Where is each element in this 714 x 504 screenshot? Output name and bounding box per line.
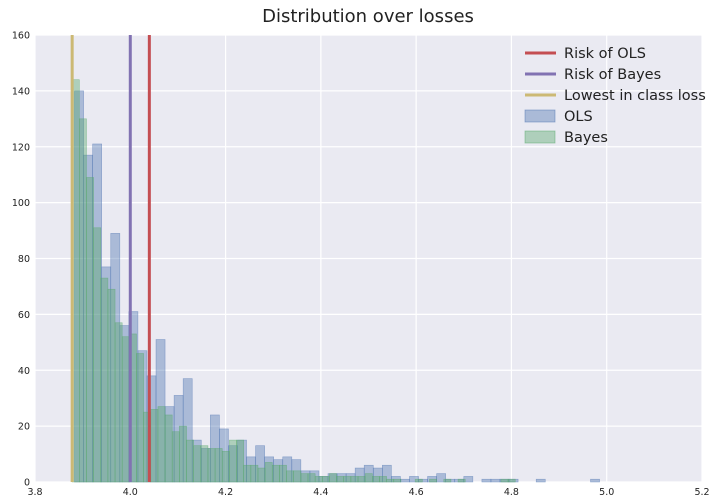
y-tick-label: 80 [18,254,30,265]
bayes-bar [250,464,259,483]
x-tick-label: 4.8 [504,487,519,498]
bayes-bar [293,470,302,483]
bayes-bar [321,476,330,483]
bayes-bar [379,476,387,483]
bayes-bar [221,450,230,483]
reference-lines [70,35,151,482]
x-tick-label: 3.8 [27,487,42,498]
bayes-bar [364,473,373,483]
bayes-bar [107,288,116,483]
bayes-bar [79,118,87,483]
y-tick-label: 0 [24,478,30,489]
bayes-bar [86,177,94,483]
legend-label: Risk of Bayes [564,67,661,83]
bayes-bar [300,473,309,483]
bayes-bar [271,464,280,483]
bayes-bar [429,478,437,483]
y-tick-label: 60 [18,310,30,321]
x-tick-label: 4.4 [313,487,328,498]
legend-label: OLS [564,109,593,125]
bayes-bar [264,462,273,483]
bayes-bar [307,473,316,483]
bayes-bar [507,478,516,483]
bayes-bar [343,476,352,483]
legend-label: Lowest in class loss [564,88,706,104]
bayes-bar [171,431,180,483]
bayes-bar [193,445,202,483]
bayes-bar [214,448,223,483]
bayes-bar [186,439,194,483]
bayes-bar [443,478,452,483]
bayes-bar [314,476,323,483]
legend-label: Risk of OLS [564,46,646,62]
bayes-bar [200,445,209,483]
bayes-bar [150,409,159,483]
y-tick-label: 160 [12,31,30,42]
bayes-bar [121,336,130,483]
x-tick-label: 4.2 [218,487,233,498]
bayes-bar [236,439,244,483]
ols-bar [400,478,410,483]
y-tick-label: 140 [12,86,30,97]
bayes-bar [164,414,173,483]
ols-bar [535,478,546,483]
ols-bar [481,478,492,483]
x-tick-label: 5.2 [694,487,709,498]
bayes-bar [457,478,466,483]
bayes-bar [286,470,295,483]
bayes-bar [414,478,423,483]
bayes-bars [71,79,516,483]
bayes-bar [350,476,359,483]
bayes-bar [207,448,216,483]
y-tick-label: 100 [12,198,30,209]
legend-patch-swatch [524,130,556,144]
bayes-bar [336,476,345,483]
ols-bar [490,478,501,483]
y-tick-label: 120 [12,142,30,153]
x-tick-label: 4.0 [123,487,138,498]
bayes-bar [372,476,380,483]
bayes-bar [257,467,266,483]
bayes-bar [114,322,123,483]
x-tick-label: 5.0 [599,487,614,498]
bayes-bar [279,464,287,483]
y-tick-label: 20 [18,422,30,433]
ols-bar [436,473,446,483]
bayes-bar [179,425,187,483]
x-tick-label: 4.6 [409,487,424,498]
bayes-bar [157,406,166,483]
bayes-bar [229,439,237,483]
y-tick-labels: 0 20 40 60 80 100 120 140 160 [12,31,30,489]
y-tick-label: 40 [18,366,30,377]
bayes-bar [329,473,337,483]
bayes-bar [100,277,109,483]
bayes-bar [243,464,252,483]
ols-bar [590,478,600,483]
bayes-bar [500,478,509,483]
legend-patch-swatch [524,109,556,123]
chart-title: Distribution over losses [262,6,474,27]
bayes-bar [357,476,366,483]
bayes-bar [93,227,102,483]
legend: Risk of OLS Risk of Bayes Lowest in class … [524,46,706,146]
bayes-bar [393,478,402,483]
bayes-bar [136,353,144,483]
legend-label: Bayes [564,130,608,146]
x-tick-labels: 3.8 4.0 4.2 4.4 4.6 4.8 5.0 5.2 [27,487,709,498]
bayes-bar [386,478,395,483]
